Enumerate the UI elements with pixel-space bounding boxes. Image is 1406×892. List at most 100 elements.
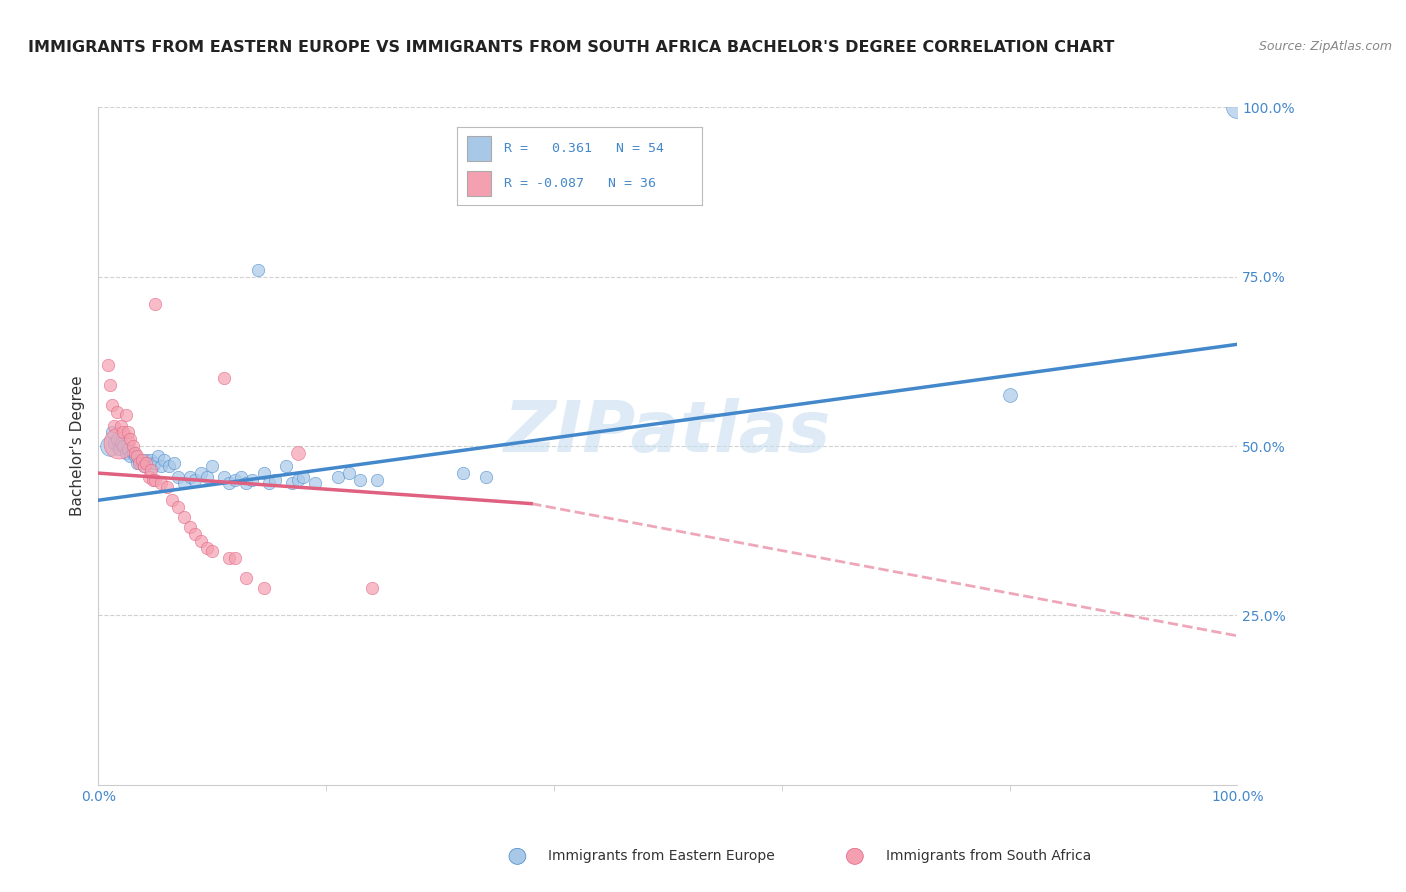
Point <box>201 459 224 474</box>
Point <box>138 456 160 470</box>
Point <box>337 466 360 480</box>
Point <box>184 473 207 487</box>
Point <box>145 456 167 470</box>
Point <box>124 446 146 460</box>
Point <box>1226 100 1249 114</box>
Point <box>451 466 474 480</box>
Point <box>117 425 139 440</box>
Point <box>276 459 298 474</box>
Point <box>112 425 135 440</box>
Point <box>114 409 136 423</box>
Point <box>326 469 349 483</box>
Point <box>98 378 121 392</box>
Point <box>184 527 207 541</box>
Text: Immigrants from South Africa: Immigrants from South Africa <box>886 849 1091 863</box>
Text: Source: ZipAtlas.com: Source: ZipAtlas.com <box>1258 40 1392 54</box>
Text: ZIPatlas: ZIPatlas <box>505 398 831 467</box>
Point <box>474 469 496 483</box>
Point <box>218 476 240 491</box>
Point <box>150 476 173 491</box>
Point <box>127 449 149 463</box>
Point <box>264 473 287 487</box>
Point <box>235 571 257 585</box>
Point <box>224 550 246 565</box>
Point <box>131 452 153 467</box>
Point <box>366 473 388 487</box>
Point <box>360 582 382 596</box>
Point <box>304 476 326 491</box>
Point <box>173 510 195 524</box>
Point <box>162 456 184 470</box>
Point <box>240 473 263 487</box>
Point <box>292 469 315 483</box>
Point <box>105 432 128 446</box>
Point <box>112 439 135 453</box>
Point <box>120 449 142 463</box>
Text: Immigrants from Eastern Europe: Immigrants from Eastern Europe <box>548 849 775 863</box>
Point <box>142 459 165 474</box>
Point <box>179 520 201 534</box>
Point <box>212 371 235 385</box>
Point <box>128 452 150 467</box>
Point <box>124 449 146 463</box>
Point <box>229 469 252 483</box>
Point <box>167 469 190 483</box>
Point <box>190 533 212 548</box>
Y-axis label: Bachelor's Degree: Bachelor's Degree <box>69 376 84 516</box>
Point <box>132 459 155 474</box>
Point <box>110 418 132 433</box>
Point <box>139 463 162 477</box>
Point <box>145 473 167 487</box>
Point <box>201 544 224 558</box>
Point <box>287 446 309 460</box>
Point <box>153 452 176 467</box>
Point <box>235 476 257 491</box>
Point <box>135 456 157 470</box>
Point <box>195 541 218 555</box>
Point <box>246 262 269 277</box>
Point <box>156 480 179 494</box>
Point <box>121 446 143 460</box>
Point <box>218 550 240 565</box>
Point <box>127 456 149 470</box>
Point <box>142 473 165 487</box>
Point <box>101 398 124 412</box>
Point <box>212 469 235 483</box>
Point <box>117 442 139 457</box>
Point <box>146 449 169 463</box>
Point <box>103 435 125 450</box>
Point <box>167 500 190 514</box>
Point <box>150 459 173 474</box>
Point <box>179 469 201 483</box>
Point <box>139 452 162 467</box>
Point <box>108 435 131 450</box>
Point <box>138 469 160 483</box>
Point <box>120 432 142 446</box>
Point <box>132 459 155 474</box>
Point <box>98 439 121 453</box>
Point <box>135 452 157 467</box>
Point <box>114 446 136 460</box>
Point <box>108 442 131 457</box>
Point <box>998 388 1021 402</box>
Point <box>349 473 371 487</box>
Point <box>281 476 304 491</box>
Point <box>224 473 246 487</box>
Point <box>105 405 128 419</box>
Point <box>195 469 218 483</box>
Point <box>252 582 274 596</box>
Point <box>157 459 180 474</box>
Point <box>162 493 184 508</box>
Point <box>128 456 150 470</box>
Point <box>131 456 153 470</box>
Point <box>259 476 281 491</box>
Point <box>103 418 125 433</box>
Point <box>101 425 124 440</box>
Point <box>287 473 309 487</box>
Point <box>190 466 212 480</box>
Point <box>252 466 274 480</box>
Point <box>96 358 118 372</box>
Point <box>173 476 195 491</box>
Point <box>145 296 167 310</box>
Point <box>110 435 132 450</box>
